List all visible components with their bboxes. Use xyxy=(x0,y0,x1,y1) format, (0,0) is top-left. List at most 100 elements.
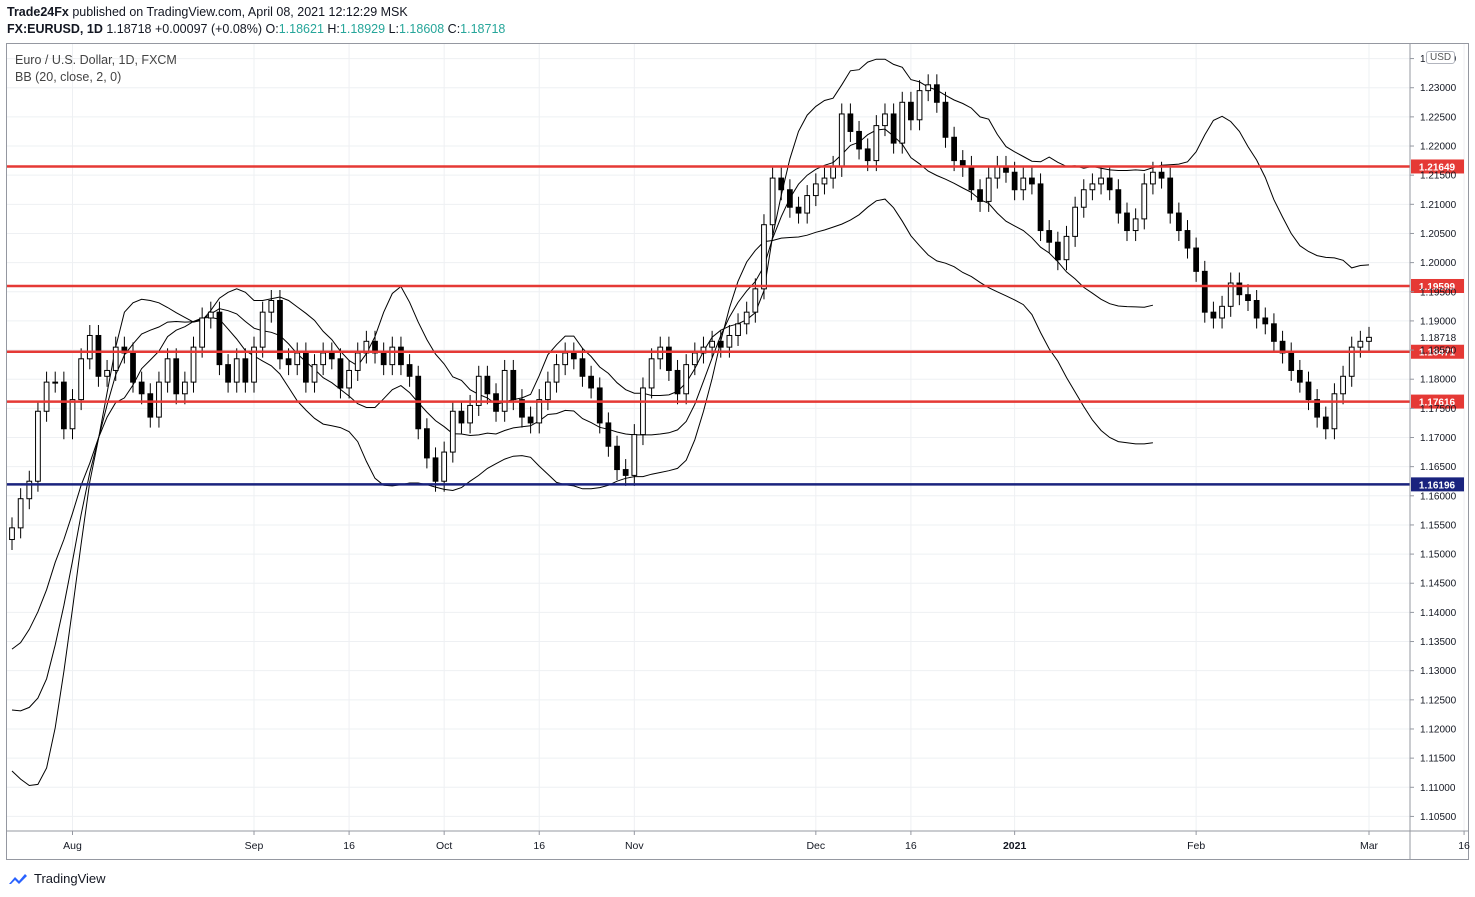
candle-body xyxy=(562,352,569,366)
candle-body xyxy=(467,404,473,424)
candle-body xyxy=(1322,416,1329,430)
candle-body xyxy=(285,358,292,366)
candle-body xyxy=(242,358,249,383)
candle-body xyxy=(225,364,231,383)
candle-body xyxy=(1132,218,1139,232)
candle-body xyxy=(147,393,154,418)
y-tick-label: 1.14000 xyxy=(1420,608,1457,619)
candle-body xyxy=(475,375,482,406)
y-tick-label: 1.23000 xyxy=(1420,83,1457,94)
y-tick-label: 1.18000 xyxy=(1420,375,1457,386)
candle-body xyxy=(812,183,819,197)
candle-body xyxy=(1357,340,1364,348)
candle-body xyxy=(320,352,327,366)
time-axis[interactable]: AugSep16Oct16NovDec162021FebMar16Apr xyxy=(7,830,1475,852)
candles xyxy=(9,74,1372,551)
x-tick-label: Oct xyxy=(436,840,452,852)
candle-body xyxy=(1340,375,1346,395)
candle-body xyxy=(908,101,914,121)
candle-body xyxy=(1184,230,1191,249)
candle-body xyxy=(311,364,318,383)
level-label: 1.18471 xyxy=(1419,348,1456,359)
level-label: 1.21649 xyxy=(1419,162,1456,173)
candle-body xyxy=(233,358,240,383)
candle-body xyxy=(43,381,50,412)
candle-body xyxy=(1167,177,1174,214)
candle-body xyxy=(112,346,119,371)
candle-body xyxy=(899,101,906,144)
candle-body xyxy=(104,369,110,377)
candle-body xyxy=(674,369,681,395)
candle-body xyxy=(519,399,525,418)
y-tick-label: 1.12000 xyxy=(1420,724,1457,735)
candle-body xyxy=(294,352,301,366)
indicator-legend[interactable]: BB (20, close, 2, 0) xyxy=(15,70,122,84)
bb-middle-band xyxy=(11,128,1154,712)
candle-body xyxy=(1115,189,1122,214)
candle-body xyxy=(821,177,828,185)
level-label-bg xyxy=(1411,278,1464,293)
candle-body xyxy=(778,177,785,191)
candle-body xyxy=(1063,235,1070,261)
candle-body xyxy=(510,369,517,401)
candle-body xyxy=(925,84,932,92)
candle-body xyxy=(17,498,24,529)
candle-body xyxy=(1296,369,1303,383)
candle-body xyxy=(1210,311,1217,319)
candle-body xyxy=(933,84,940,103)
candle-body xyxy=(579,358,586,377)
candle-body xyxy=(856,130,862,150)
candle-body xyxy=(302,352,309,383)
candle-body xyxy=(337,358,344,389)
high-label: H: xyxy=(327,22,340,36)
candle-body xyxy=(709,340,715,348)
candle-body xyxy=(1098,177,1104,185)
candle-body xyxy=(527,416,534,424)
candle-body xyxy=(484,375,491,395)
level-label-bg xyxy=(1411,159,1464,174)
x-tick-label: Sep xyxy=(245,840,264,852)
y-tick-label: 1.13500 xyxy=(1420,637,1457,648)
candle-body xyxy=(259,311,266,348)
candle-body xyxy=(78,358,85,401)
candle-body xyxy=(795,206,802,214)
candle-body xyxy=(389,346,396,366)
candle-body xyxy=(268,300,275,313)
candle-body xyxy=(838,113,845,167)
candle-body xyxy=(251,346,257,383)
candle-body xyxy=(1150,171,1156,185)
candle-body xyxy=(60,381,67,430)
y-tick-label: 1.13000 xyxy=(1420,666,1457,677)
close-value: 1.18718 xyxy=(460,22,506,36)
candle-body xyxy=(138,381,145,395)
candle-body xyxy=(380,352,387,366)
bollinger-bands xyxy=(11,58,1370,787)
y-tick-label: 1.14500 xyxy=(1420,579,1457,590)
candle-body xyxy=(277,300,283,360)
candle-body xyxy=(994,165,1001,179)
candle-body xyxy=(942,101,949,138)
currency-badge[interactable]: USD xyxy=(1426,51,1456,64)
candle-body xyxy=(1072,206,1079,237)
candle-body xyxy=(1054,241,1061,261)
candle-body xyxy=(1288,352,1295,371)
chart-frame xyxy=(6,43,1469,860)
candle-body xyxy=(830,165,836,179)
candle-body xyxy=(640,387,646,436)
candle-body xyxy=(968,165,975,191)
y-tick-label: 1.12500 xyxy=(1420,695,1457,706)
horizontal-levels[interactable]: 1.21649 1.19599 1.18471 1.17616 1.16196 xyxy=(7,159,1464,492)
y-tick-label: 1.16500 xyxy=(1420,462,1457,473)
candle-body xyxy=(458,410,465,424)
candle-body xyxy=(432,457,439,482)
x-tick-label: Aug xyxy=(63,840,82,852)
candle-body xyxy=(164,358,171,383)
candle-body xyxy=(1305,381,1312,401)
candle-body xyxy=(398,346,404,366)
candle-body xyxy=(181,381,188,395)
level-label-bg xyxy=(1411,394,1464,409)
candle-body xyxy=(207,311,214,319)
candle-body xyxy=(1253,300,1260,319)
open-label: O: xyxy=(265,22,279,36)
